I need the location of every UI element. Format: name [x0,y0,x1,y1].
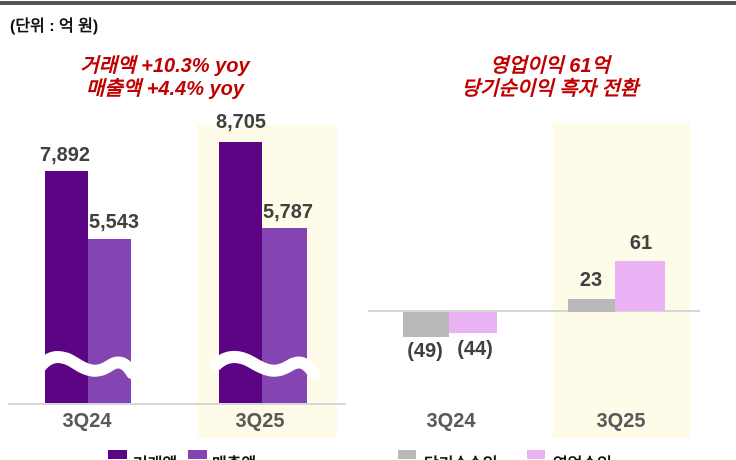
legend-swatch-transaction [108,450,127,459]
legend-label-transaction: 거래액 [133,450,177,460]
bar-transaction-3q24 [45,171,88,404]
right-chart-annotation: 영업이익 61억 당기순이익 흑자 전환 [461,55,639,100]
bar-revenue-3q25 [262,228,307,404]
value-label-operating-income-3q24: (44) [457,338,493,360]
left-chart-category-3q24: 3Q24 [62,410,112,432]
bar-net-income-3q25 [568,299,615,312]
unit-label: (단위 : 억 원) [10,18,99,35]
left-chart-annotation: 거래액 +10.3% yoy 매출액 +4.4% yoy [80,55,250,100]
value-label-operating-income-3q25: 61 [629,232,653,254]
bar-revenue-3q24 [88,239,131,404]
bar-transaction-3q25 [219,142,262,404]
bar-operating-income-3q24 [449,312,497,333]
left-chart-baseline [8,403,346,405]
value-label-net-income-3q25: 23 [579,269,603,291]
bar-net-income-3q24 [403,312,449,337]
legend-swatch-operating-income [527,450,545,459]
right-chart-baseline [368,310,700,312]
legend-label-net-income: 당기순손익 [424,450,498,460]
right-chart-category-3q24: 3Q24 [426,410,476,432]
value-label-net-income-3q24: (49) [407,340,443,362]
value-label-revenue-3q24: 5,543 [88,211,140,233]
value-label-revenue-3q25: 5,787 [262,201,314,223]
legend-swatch-net-income [398,450,416,459]
value-label-transaction-3q25: 8,705 [215,111,267,133]
left-chart-category-3q25: 3Q25 [235,410,285,432]
bar-operating-income-3q25 [615,261,665,311]
legend-swatch-revenue [188,450,207,459]
legend-label-operating-income: 영업손익 [553,450,612,460]
legend-label-revenue: 매출액 [212,450,256,460]
value-label-transaction-3q24: 7,892 [39,144,91,166]
top-divider-rule [0,1,736,5]
right-chart-category-3q25: 3Q25 [596,410,646,432]
